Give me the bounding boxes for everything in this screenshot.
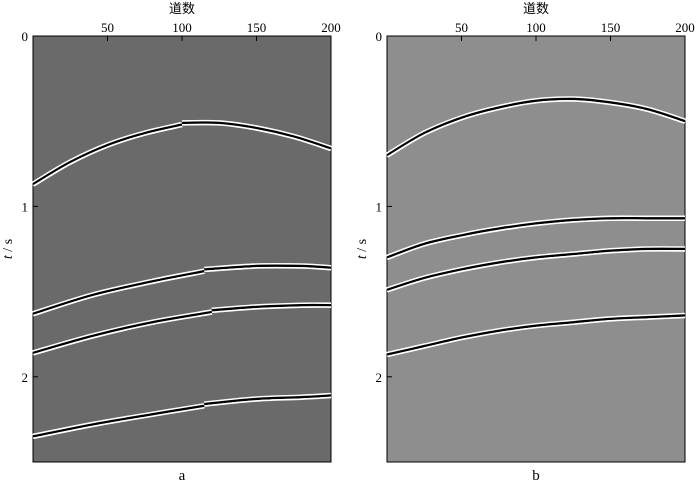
y-tick-label: 0	[22, 29, 29, 44]
y-tick-label: 1	[376, 199, 383, 214]
y-axis-variable-b: t	[355, 254, 370, 259]
y-tick-label: 2	[22, 370, 29, 385]
x-tick-label: 50	[101, 20, 114, 35]
x-tick-label: 150	[247, 20, 267, 35]
y-axis-variable-a: t	[1, 254, 16, 259]
event-trough	[386, 247, 686, 292]
reflection-event-a-2	[181, 119, 332, 152]
reflection-event-a-8	[204, 392, 332, 407]
event-trough	[386, 314, 686, 356]
x-tick-label: 50	[455, 20, 468, 35]
event-trough	[211, 303, 332, 312]
event-peak	[32, 406, 205, 439]
y-tick-label: 2	[376, 370, 383, 385]
event-trough	[386, 97, 686, 157]
y-axis-a: 0 1 2	[22, 29, 38, 385]
event-trough	[386, 216, 685, 259]
reflection-event-b-4	[386, 312, 686, 358]
x-tick-label: 200	[321, 20, 341, 35]
y-axis-unit-b: / s	[355, 239, 370, 255]
panel-b: 50 100 150 200 0 1 2 道数 t / s b	[355, 2, 695, 484]
reflection-events-a	[31, 119, 332, 440]
reflection-event-a-7	[32, 403, 205, 440]
x-tick-label: 100	[172, 20, 192, 35]
reflection-event-a-6	[211, 302, 332, 314]
event-trough	[32, 270, 205, 315]
event-peak	[211, 306, 332, 313]
event-peak	[204, 266, 332, 272]
y-axis-title-b: t / s	[355, 239, 370, 259]
panel-a: 50 100 150 200 0 1 2 道数 t / s a	[1, 2, 341, 484]
y-axis-b: 0 1 2	[376, 29, 392, 385]
event-trough	[32, 123, 183, 186]
reflection-events-b	[385, 96, 686, 358]
x-axis-b: 50 100 150 200	[455, 20, 695, 41]
plot-area-a	[32, 35, 332, 463]
event-peak	[181, 123, 332, 151]
y-axis-unit-a: / s	[1, 239, 16, 255]
event-trough	[181, 121, 332, 150]
reflection-event-b-3	[386, 246, 686, 293]
event-peak	[32, 125, 183, 187]
event-peak	[386, 100, 686, 158]
event-trough	[32, 404, 205, 438]
reflection-event-a-3	[32, 268, 205, 317]
y-tick-label: 0	[376, 29, 383, 44]
x-tick-label: 100	[526, 20, 546, 35]
event-peak	[386, 316, 686, 357]
event-peak	[32, 313, 212, 355]
event-peak	[386, 250, 686, 292]
event-peak	[32, 272, 205, 316]
reflection-event-a-4	[204, 262, 332, 273]
x-tick-label: 200	[675, 20, 695, 35]
reflection-event-a-1	[31, 121, 183, 187]
y-axis-title-a: t / s	[1, 239, 16, 259]
x-tick-label: 150	[601, 20, 621, 35]
y-tick-label: 1	[22, 199, 29, 214]
reflection-event-b-1	[385, 96, 686, 158]
panel-label-a: a	[179, 468, 186, 484]
event-trough	[204, 264, 332, 271]
event-trough	[204, 394, 332, 406]
reflection-event-b-2	[386, 215, 685, 261]
panel-label-b: b	[532, 468, 540, 484]
x-axis-title-a: 道数	[169, 2, 195, 17]
reflection-event-a-5	[32, 309, 213, 356]
x-axis-title-b: 道数	[523, 2, 549, 17]
event-trough	[32, 310, 213, 355]
x-axis-a: 50 100 150 200	[101, 20, 341, 41]
event-peak	[204, 396, 332, 407]
event-peak	[386, 219, 685, 260]
